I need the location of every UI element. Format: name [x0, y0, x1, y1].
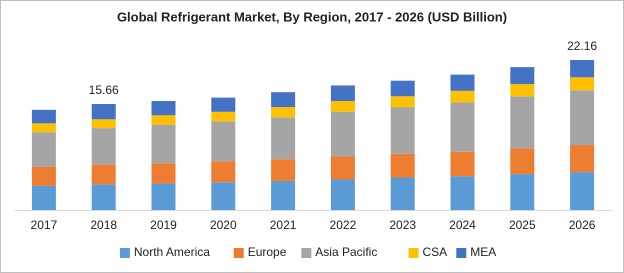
x-tick-label: 2020	[210, 218, 237, 232]
x-tick-label: 2023	[389, 218, 416, 232]
bar-segment	[211, 121, 236, 162]
bar-segment	[510, 84, 535, 97]
bar-segment	[390, 96, 415, 108]
bar-segment	[271, 117, 296, 160]
x-tick-label: 2026	[569, 218, 596, 232]
bar-segment	[271, 92, 296, 108]
bar-segment	[450, 176, 475, 210]
legend-swatch	[119, 248, 130, 258]
bar-segment	[91, 128, 116, 165]
bar-segment	[211, 182, 236, 210]
bar-segment	[510, 96, 535, 149]
bar-segment	[390, 80, 415, 97]
bar-segment	[151, 124, 176, 164]
legend-label: Europe	[248, 245, 287, 259]
legend-label: Asia Pacific	[315, 245, 377, 259]
bar-segment	[31, 185, 56, 210]
bar-segment	[151, 183, 176, 210]
bar-segment	[271, 107, 296, 118]
bar-segment	[211, 161, 236, 183]
bar-segment	[31, 166, 56, 186]
chart-title: Global Refrigerant Market, By Region, 20…	[117, 9, 507, 24]
bar-segment	[151, 101, 176, 116]
bar-segment	[91, 103, 116, 120]
bar-segment	[330, 101, 355, 112]
bar-segment	[91, 184, 116, 210]
bar-segment	[91, 164, 116, 185]
bar-segment	[31, 132, 56, 167]
legend-swatch	[301, 248, 312, 258]
bar-segment	[151, 115, 176, 125]
bar-segment	[450, 90, 475, 103]
bar-segment	[211, 97, 236, 112]
legend-label: CSA	[423, 245, 448, 259]
bar-segment	[31, 109, 56, 124]
legend-label: MEA	[470, 245, 496, 259]
x-tick-label: 2019	[150, 218, 177, 232]
bar-segment	[31, 123, 56, 133]
bar-segment	[151, 163, 176, 184]
bar-segment	[450, 74, 475, 91]
bar-segment	[510, 67, 535, 85]
x-tick-label: 2018	[90, 218, 117, 232]
bar-segment	[450, 102, 475, 152]
bar-segment	[211, 111, 236, 122]
x-tick-label: 2024	[449, 218, 476, 232]
bar-segment	[91, 119, 116, 129]
bar-segment	[450, 151, 475, 177]
total-label: 22.16	[567, 39, 597, 53]
bar-segment	[570, 145, 595, 173]
total-label: 15.66	[89, 83, 119, 97]
bar-segment	[390, 177, 415, 210]
legend-swatch	[408, 248, 419, 258]
x-tick-label: 2021	[270, 218, 297, 232]
x-tick-label: 2022	[330, 218, 357, 232]
bar-segment	[330, 179, 355, 210]
bar-segment	[510, 148, 535, 175]
bar-segment	[271, 159, 296, 181]
legend-swatch	[233, 248, 244, 258]
bar-segment	[390, 153, 415, 178]
bar-segment	[330, 85, 355, 102]
x-tick-label: 2025	[509, 218, 536, 232]
bar-segment	[330, 156, 355, 180]
legend-swatch	[456, 248, 467, 258]
bar-segment	[510, 174, 535, 210]
bar-segment	[330, 111, 355, 157]
x-tick-label: 2017	[31, 218, 58, 232]
bar-segment	[271, 180, 296, 210]
bar-segment	[570, 60, 595, 78]
legend-label: North America	[134, 245, 210, 259]
bar-segment	[570, 90, 595, 146]
bar-segment	[390, 107, 415, 154]
bar-segment	[570, 172, 595, 210]
bar-segment	[570, 77, 595, 91]
